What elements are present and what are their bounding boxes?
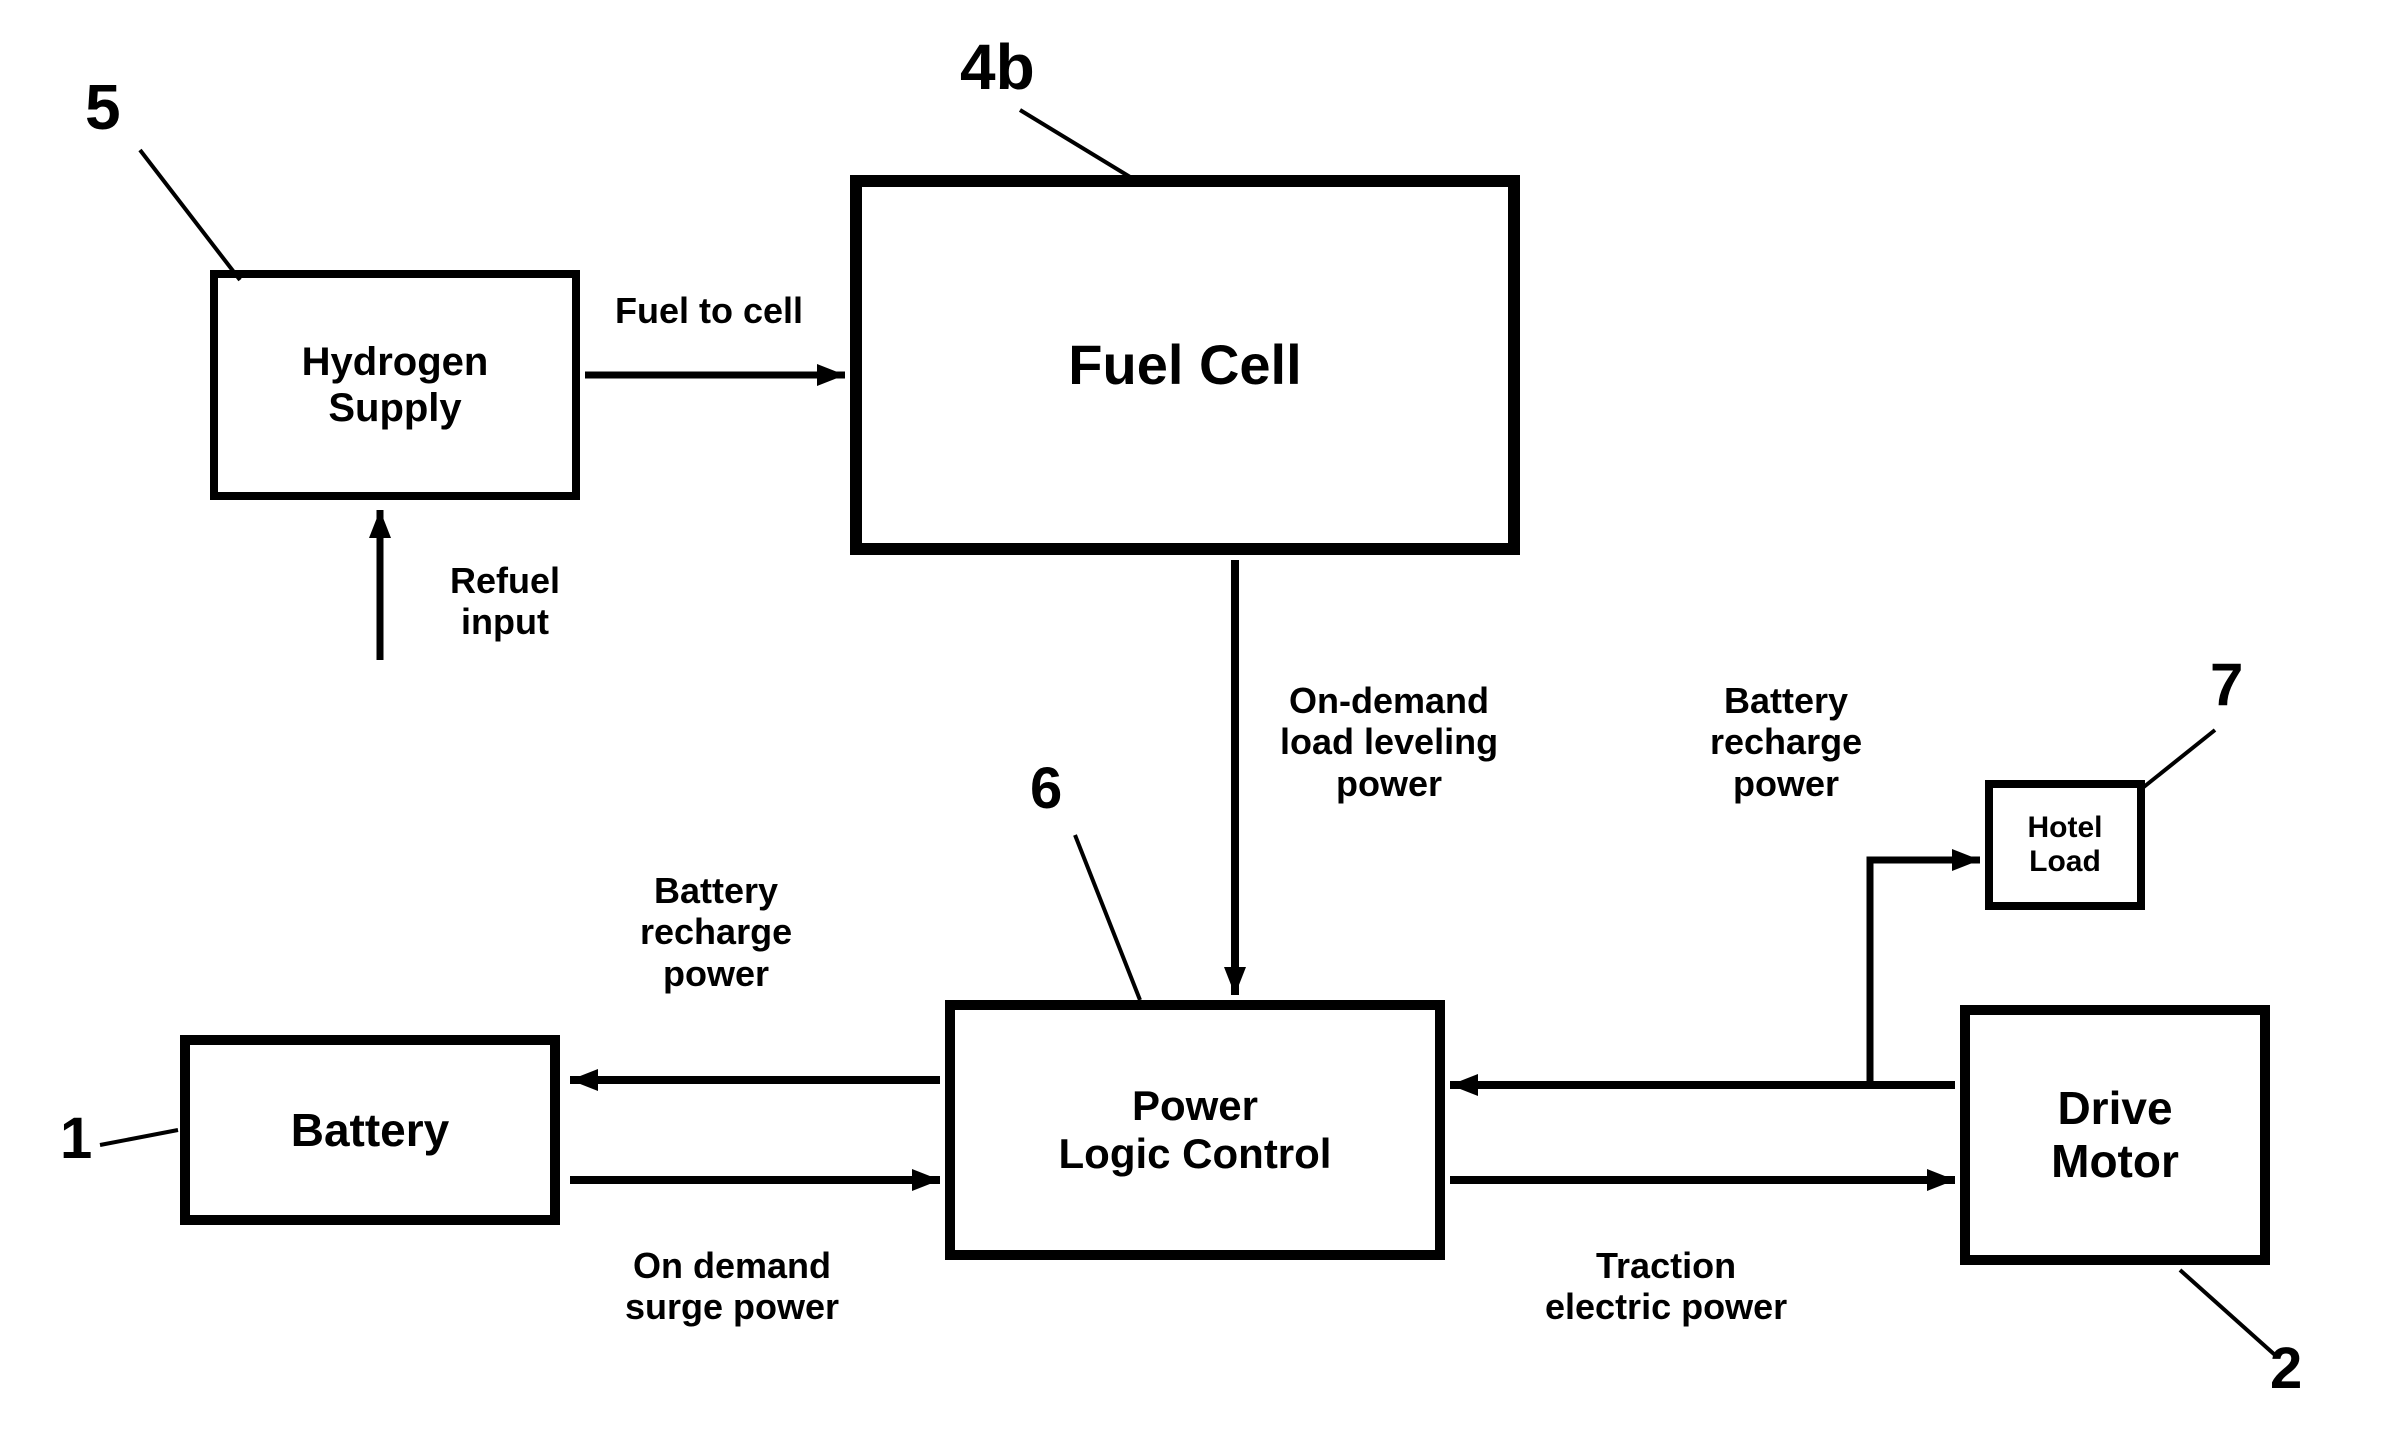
- node-hotel-load: Hotel Load: [1985, 780, 2145, 910]
- diagram-stage: Hydrogen Supply Fuel Cell Battery Power Log…: [0, 0, 2408, 1434]
- node-battery: Battery: [180, 1035, 560, 1225]
- edge-label-battery-recharge-power-hotel: Battery recharge power: [1710, 680, 1862, 804]
- ref-label-r5: 5: [85, 70, 121, 144]
- edge-label-on-demand-surge-power: On demand surge power: [625, 1245, 839, 1328]
- node-drive-motor: Drive Motor: [1960, 1005, 2270, 1265]
- edge-label-battery-recharge-power-left: Battery recharge power: [640, 870, 792, 994]
- ref-label-r6: 6: [1030, 755, 1062, 822]
- edge-label-fuel-to-cell: Fuel to cell: [615, 290, 803, 331]
- node-fuel-cell: Fuel Cell: [850, 175, 1520, 555]
- ref-label-r4b: 4b: [960, 30, 1035, 104]
- edge-label-on-demand-load-leveling-power: On-demand load leveling power: [1280, 680, 1498, 804]
- edge-label-refuel-input: Refuel input: [450, 560, 560, 643]
- ref-label-r2: 2: [2270, 1335, 2302, 1402]
- ref-label-r7: 7: [2210, 650, 2243, 719]
- ref-label-r1: 1: [60, 1105, 92, 1172]
- node-hydrogen-supply: Hydrogen Supply: [210, 270, 580, 500]
- node-power-logic-control: Power Logic Control: [945, 1000, 1445, 1260]
- edge-label-plc-to-drive-traction: Traction electric power: [1545, 1245, 1787, 1328]
